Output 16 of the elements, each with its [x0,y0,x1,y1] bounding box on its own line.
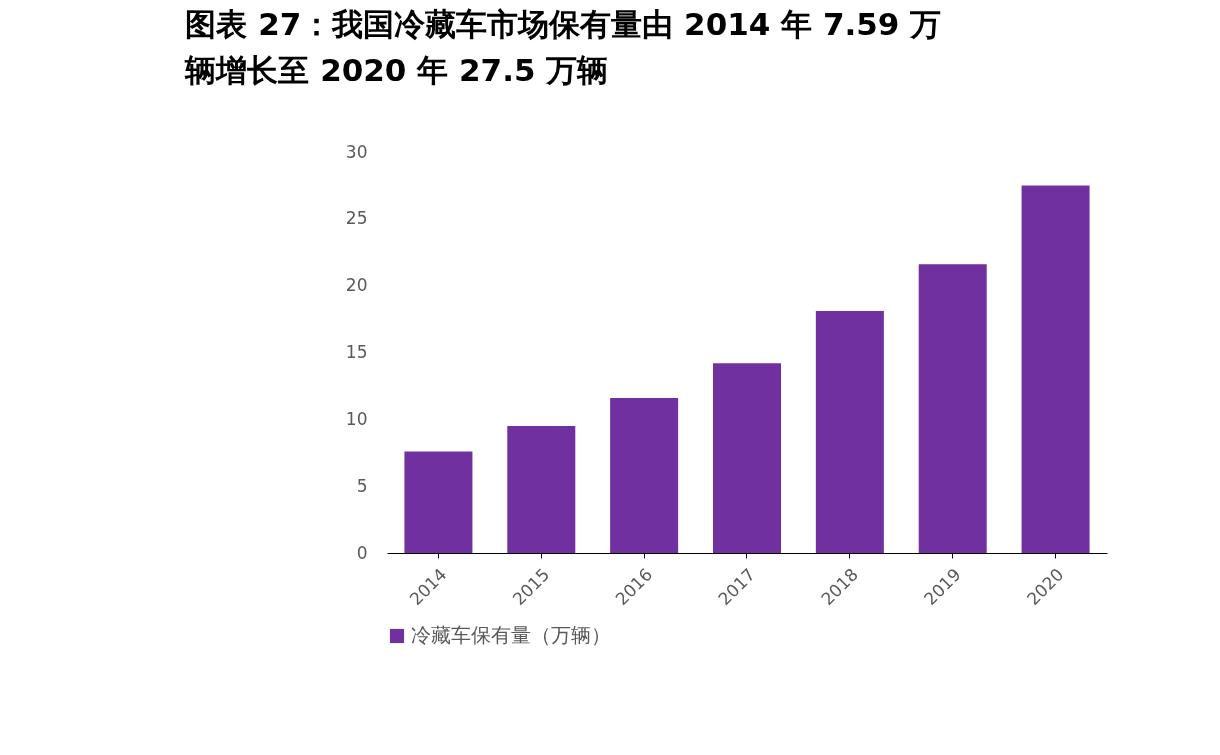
bar [404,451,473,553]
bar [815,311,884,553]
bar [507,426,576,553]
y-tick-label: 0 [356,542,368,563]
y-tick-label: 5 [356,475,368,496]
legend-label: 冷藏车保有量（万辆） [411,623,611,647]
bar [713,363,781,553]
y-tick-label: 20 [345,275,368,296]
y-tick-label: 30 [345,141,368,162]
y-tick-label: 10 [345,408,368,429]
bar [1021,185,1090,553]
bar [610,397,679,553]
y-tick-label: 25 [345,208,368,229]
bar [918,264,987,553]
y-tick-label: 15 [345,342,368,362]
chart-title: 图表 27：我国冷藏车市场保有量由 2014 年 7.59 万辆增长至 2020 年 27.5 万辆 [184,6,942,88]
